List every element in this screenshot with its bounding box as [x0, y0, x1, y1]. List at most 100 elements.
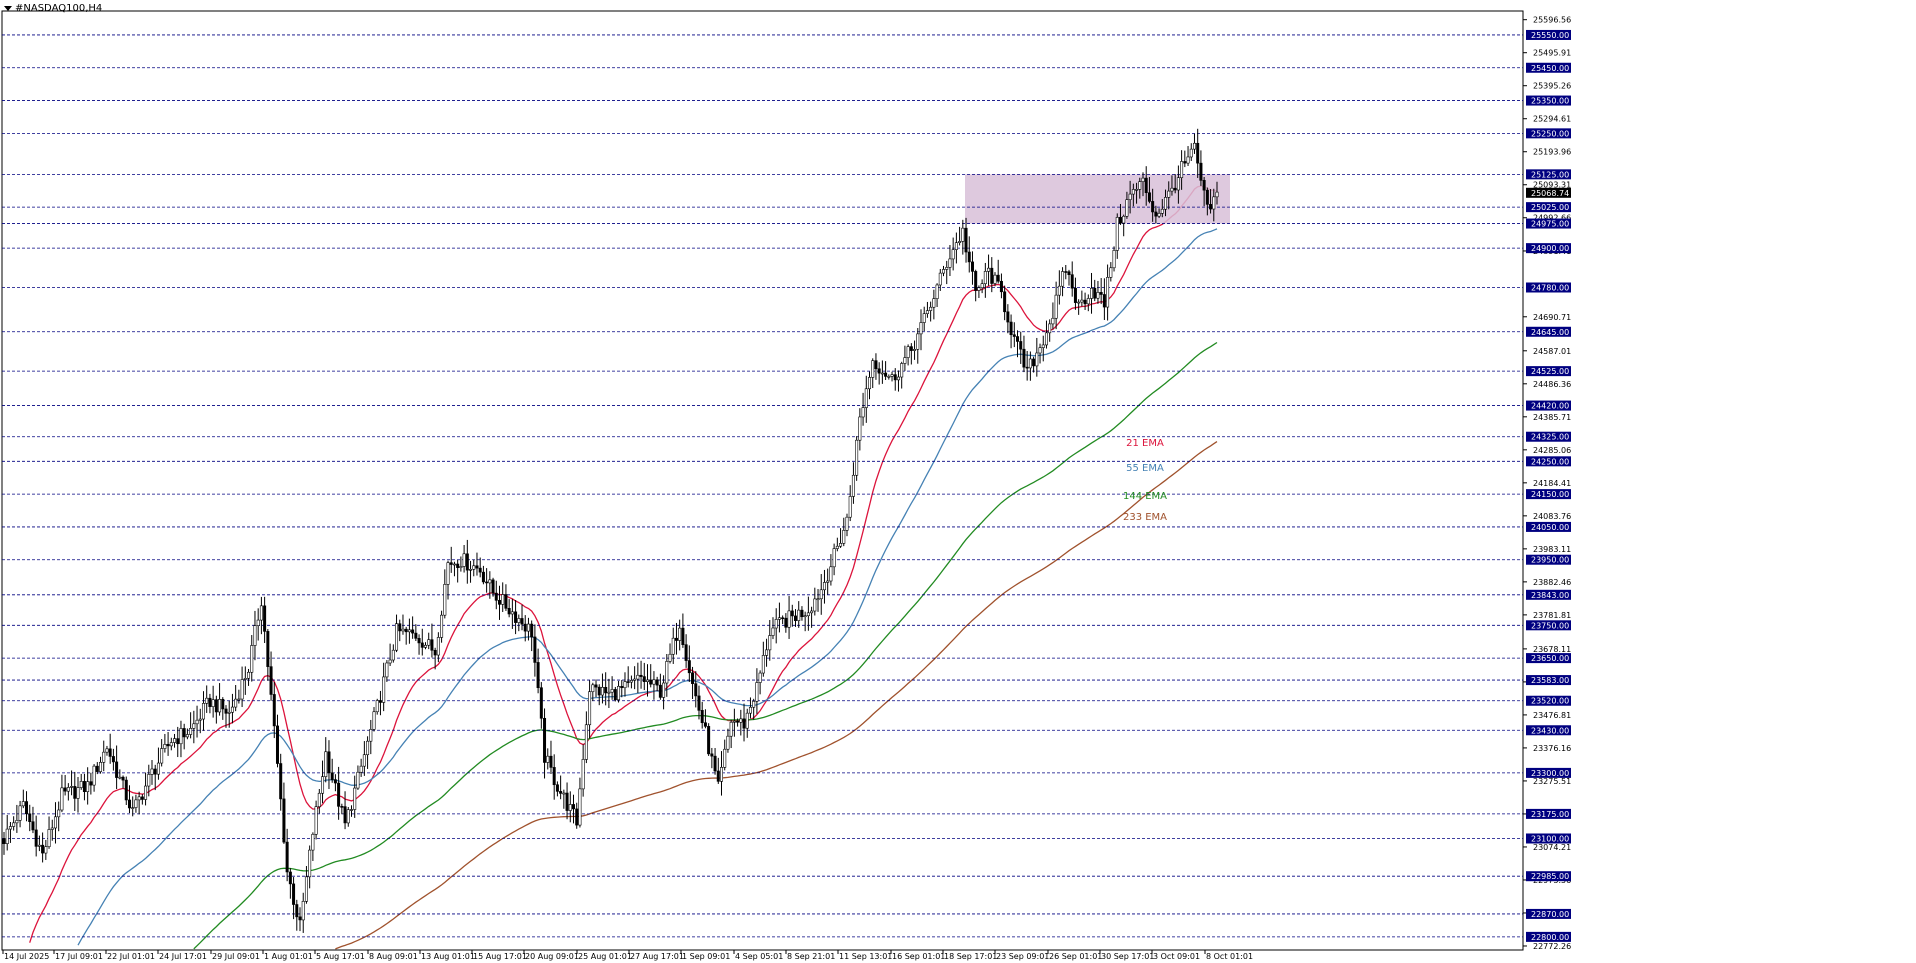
- candle-body: [507, 608, 511, 615]
- level-price-box: [1526, 653, 1571, 664]
- candle-body: [160, 748, 164, 764]
- candle-body: [25, 801, 29, 815]
- candle-body: [1099, 292, 1103, 295]
- y-tick-label: 24083.76: [1533, 512, 1571, 521]
- candle-body: [317, 792, 321, 807]
- candle-body: [237, 698, 241, 701]
- candle-body: [851, 474, 855, 497]
- candle-body: [372, 711, 376, 730]
- y-tick-label: 24690.71: [1533, 313, 1571, 322]
- candle-body: [520, 618, 524, 625]
- candle-body: [314, 806, 318, 835]
- level-price-box: [1526, 29, 1571, 40]
- candle-body: [691, 672, 695, 684]
- candle-body: [108, 748, 112, 757]
- level-price-box: [1526, 128, 1571, 139]
- candle-body: [395, 623, 399, 651]
- candle-body: [758, 672, 762, 683]
- candle-body: [153, 768, 157, 775]
- candle-body: [732, 720, 736, 723]
- candle-body: [559, 791, 563, 794]
- candle-body: [987, 267, 991, 272]
- x-tick-label: 13 Aug 01:01: [421, 952, 475, 961]
- candle-body: [173, 738, 177, 743]
- y-tick-label: 23983.11: [1533, 545, 1571, 554]
- candle-body: [961, 227, 965, 242]
- x-tick-label: 29 Jul 09:01: [212, 952, 260, 961]
- candle-body: [86, 781, 90, 793]
- candle-body: [620, 686, 624, 689]
- candle-body: [353, 787, 357, 810]
- x-tick-label: 1 Sep 09:01: [682, 952, 730, 961]
- candle-body: [378, 700, 382, 703]
- candle-body: [742, 718, 746, 729]
- y-tick-label: 25093.31: [1533, 181, 1571, 190]
- candle-body: [475, 565, 479, 569]
- candle-body: [60, 787, 64, 811]
- candle-body: [481, 571, 485, 583]
- level-price-label: 23430.00: [1531, 726, 1569, 735]
- candle-body: [234, 698, 238, 708]
- candle-body: [144, 785, 148, 800]
- candle-body: [626, 681, 630, 683]
- level-price-box: [1526, 808, 1571, 819]
- candle-body: [275, 725, 279, 764]
- level-price-label: 23175.00: [1531, 810, 1569, 819]
- candle-body: [913, 348, 917, 351]
- candle-body: [18, 805, 22, 821]
- candle-body: [571, 804, 575, 810]
- candle-body: [858, 416, 862, 441]
- level-price-box: [1526, 366, 1571, 377]
- y-tick-label: 24285.06: [1533, 446, 1571, 455]
- candle-body: [639, 674, 643, 677]
- candle-body: [369, 729, 373, 742]
- candle-body: [1096, 292, 1100, 299]
- candle-body: [201, 703, 205, 720]
- y-tick-label: 23074.21: [1533, 843, 1571, 852]
- candle-body: [935, 284, 939, 299]
- candle-body: [845, 516, 849, 531]
- candle-body: [642, 676, 646, 682]
- y-tick-label: 24385.71: [1533, 413, 1571, 422]
- candle-body: [37, 844, 41, 847]
- candle-body: [436, 637, 440, 656]
- candle-body: [124, 779, 128, 801]
- candle-body: [871, 360, 875, 378]
- candle-body: [636, 674, 640, 680]
- candle-body: [900, 363, 904, 378]
- candle-body: [581, 759, 585, 790]
- candle-body: [1147, 192, 1151, 202]
- candle-body: [1077, 301, 1081, 304]
- candle-body: [1128, 193, 1132, 200]
- candle-body: [646, 679, 650, 682]
- candle-body: [211, 699, 215, 707]
- candle-body: [726, 735, 730, 750]
- candle-body: [166, 744, 170, 747]
- candle-body: [82, 781, 86, 793]
- level-price-label: 22985.00: [1531, 872, 1569, 881]
- candle-body: [868, 377, 872, 390]
- candle-body: [1032, 358, 1036, 367]
- candle-body: [1196, 142, 1200, 164]
- candle-body: [433, 649, 437, 656]
- candle-body: [47, 829, 51, 847]
- dropdown-triangle-icon[interactable]: [4, 6, 12, 11]
- candle-body: [1183, 161, 1187, 164]
- candle-body: [407, 629, 411, 633]
- candle-body: [63, 787, 67, 792]
- candle-body: [958, 241, 962, 244]
- candle-body: [1170, 187, 1174, 192]
- candle-body: [147, 774, 151, 787]
- candle-body: [340, 806, 344, 808]
- x-tick-label: 23 Sep 09:01: [996, 952, 1049, 961]
- candle-body: [1086, 298, 1090, 305]
- x-tick-label: 11 Sep 13:01: [839, 952, 892, 961]
- candle-body: [810, 610, 814, 614]
- candle-body: [765, 649, 769, 656]
- candle-body: [906, 346, 910, 358]
- candle-body: [333, 779, 337, 784]
- candle-body: [549, 755, 553, 768]
- candle-body: [932, 298, 936, 308]
